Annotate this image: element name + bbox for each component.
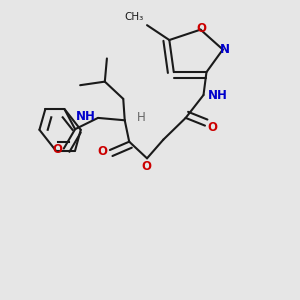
Text: O: O bbox=[52, 143, 62, 156]
Text: NH: NH bbox=[76, 110, 96, 123]
Text: NH: NH bbox=[208, 88, 228, 101]
Text: H: H bbox=[137, 111, 146, 124]
Text: O: O bbox=[196, 22, 206, 35]
Text: N: N bbox=[220, 43, 230, 56]
Text: O: O bbox=[141, 160, 152, 173]
Text: CH₃: CH₃ bbox=[125, 12, 144, 22]
Text: O: O bbox=[208, 121, 218, 134]
Text: O: O bbox=[98, 145, 108, 158]
